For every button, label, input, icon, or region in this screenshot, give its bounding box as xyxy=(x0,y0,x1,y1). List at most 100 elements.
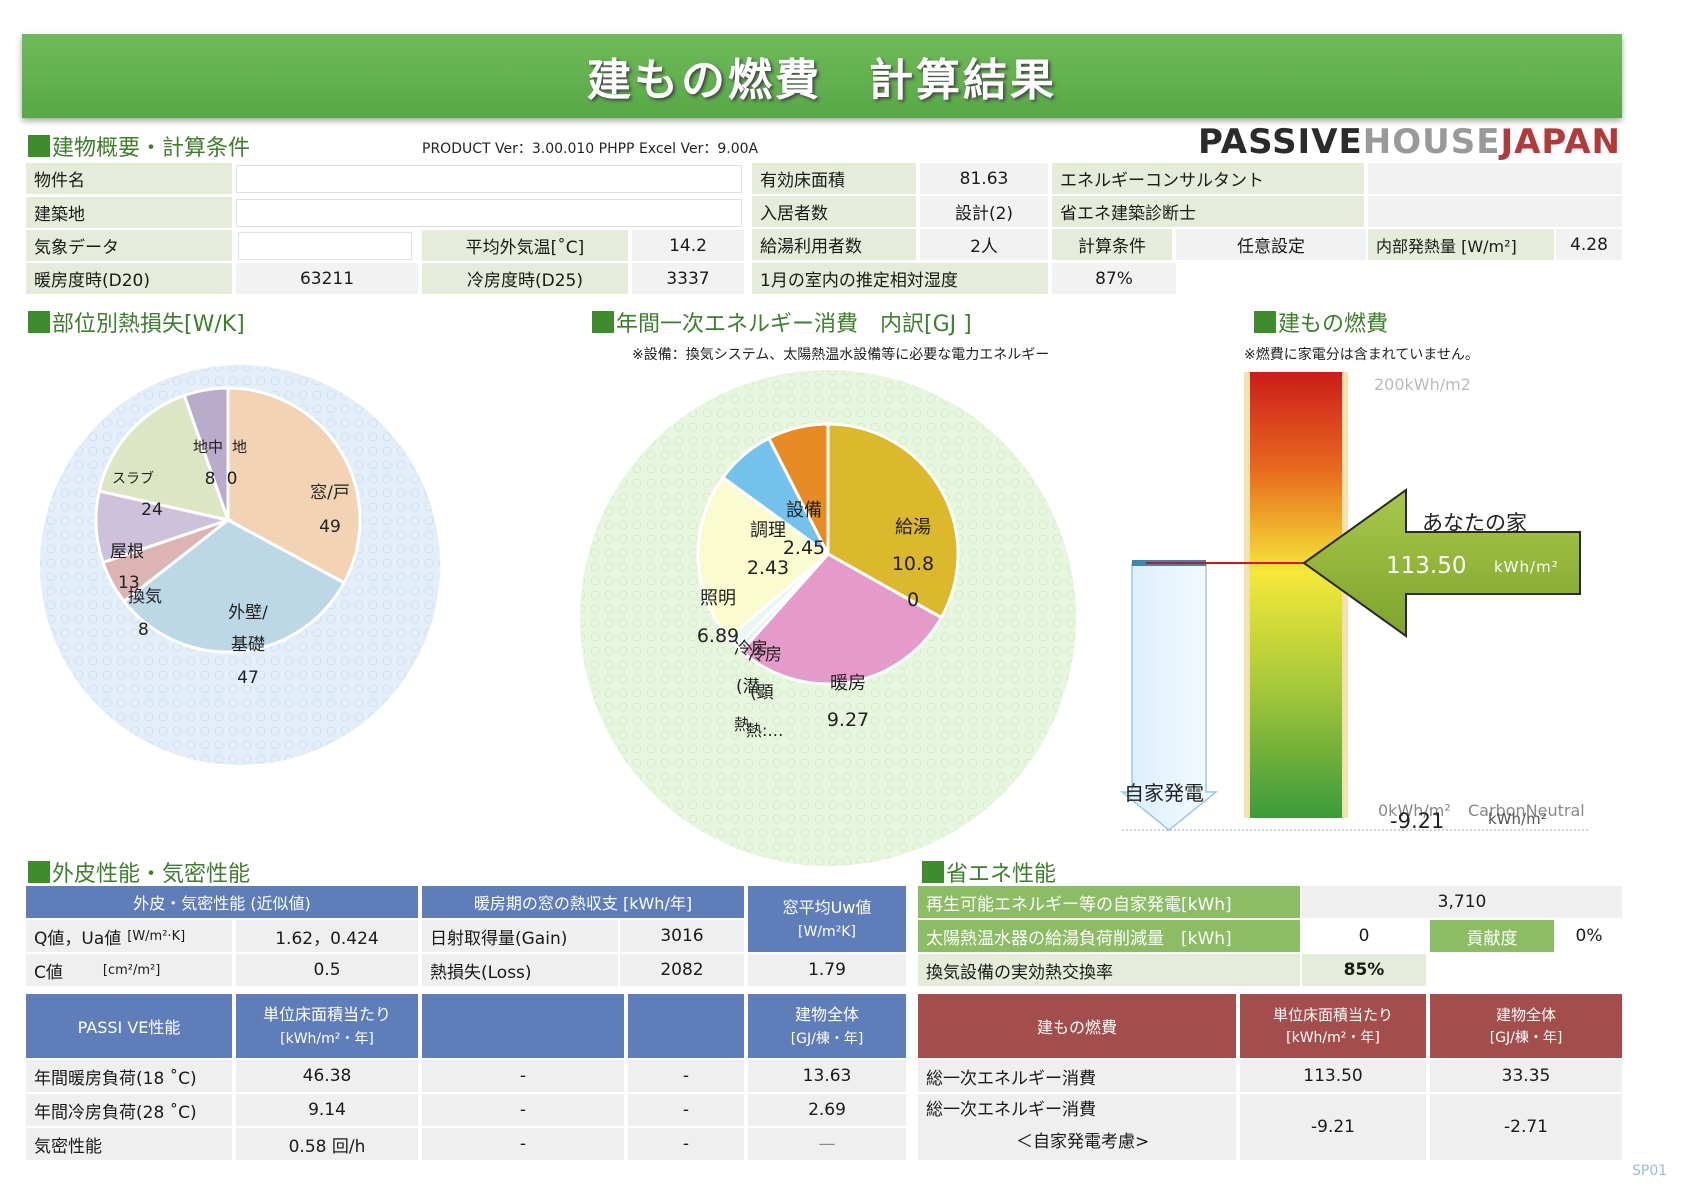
heatloss-label-slab: スラブ xyxy=(112,470,154,487)
fuel-top-label: 200kWh/m2 xyxy=(1374,375,1471,394)
page-code: SP01 xyxy=(1632,1163,1668,1179)
site-value xyxy=(236,199,742,227)
heatloss-label-roof: 屋根 xyxy=(110,542,144,562)
heatloss-pie-slice-1 xyxy=(121,518,347,654)
heating-load-unit: 46.38 xyxy=(236,1060,418,1092)
climate-label: 気象データ xyxy=(26,230,232,261)
passive-header: PASSI VE性能 xyxy=(26,994,232,1058)
heatloss-pie-slice-4 xyxy=(97,393,231,523)
energy-value-equipment: 2.45 xyxy=(783,537,825,559)
solar-water-label: 太陽熱温水器の給湯負荷削減量 [kWh] xyxy=(918,920,1300,952)
cooling-load-unit: 9.14 xyxy=(236,1094,418,1126)
hdd-value: 63211 xyxy=(236,263,418,294)
avg-temp-value: 14.2 xyxy=(632,230,744,261)
fuel-unit-header: 単位床面積当たり [kWh/m²・年] xyxy=(1240,994,1426,1058)
diagnostician-value xyxy=(1368,196,1622,227)
q-value-unit: [W/m²·K] xyxy=(127,928,186,944)
passive-unit-header-line1: 単位床面積当たり xyxy=(262,1005,391,1024)
envelope-heading: 外皮性能・気密性能 xyxy=(28,856,250,888)
energy-value-lighting: 6.89 xyxy=(697,625,739,647)
passive-total-header-line2: [GJ/棟・年] xyxy=(790,1030,864,1047)
energy-pie-slice-1 xyxy=(739,552,944,686)
passive-total-header: 建物全体 [GJ/棟・年] xyxy=(748,994,906,1058)
property-value xyxy=(236,165,742,193)
your-house-unit: kWh/m² xyxy=(1494,558,1559,576)
fuel-note: ※燃費に家電分は含まれていません。 xyxy=(1244,347,1479,363)
energy-label-heat-1: 熱 xyxy=(734,715,750,734)
fuel-total-header-line1: 建物全体 xyxy=(1495,1005,1556,1024)
heatloss-value-window: 49 xyxy=(319,517,341,537)
cdd-label: 冷房度時(D25) xyxy=(422,263,628,294)
energy-pie-slices xyxy=(696,422,960,686)
passive-unit-header-line2: [kWh/m²・年] xyxy=(280,1030,374,1047)
fuel-heading: 建もの燃費 xyxy=(1254,306,1388,338)
fuel-bar-graphic: 200kWh/m2 あなたの家 113.50 kWh/m² 自家発電 0kWh/… xyxy=(1119,372,1590,833)
heatloss-value-wall: 47 xyxy=(237,668,259,688)
your-house-arrow xyxy=(1302,488,1581,638)
uw-header-line2: [W/m²K] xyxy=(798,923,856,940)
calc-condition-label: 計算条件 xyxy=(1052,229,1172,260)
heatloss-value-vent: 8 xyxy=(138,620,149,640)
passive-blank-header-2 xyxy=(628,994,744,1058)
heat-loss-label: 熱損失(Loss) xyxy=(422,954,618,986)
q-value: 1.62，0.424 xyxy=(236,920,418,952)
heatloss-label-wall-1: 外壁/ xyxy=(228,603,268,623)
energy-note: ※設備：換気システム、太陽熱温水設備等に必要な電力エネルギー xyxy=(632,347,1050,363)
uw-value: 1.79 xyxy=(748,954,906,986)
energy-label-heat-2: 熱:… xyxy=(746,721,783,740)
cooling-load-col3: - xyxy=(422,1094,624,1126)
airtightness-label: 気密性能 xyxy=(26,1128,232,1160)
heatloss-value-slab: 24 xyxy=(141,500,163,520)
cooling-load-total: 2.69 xyxy=(748,1094,906,1126)
self-generation-arrow xyxy=(1119,563,1219,831)
ventilation-value: 85% xyxy=(1302,954,1426,986)
passive-blank-header-1 xyxy=(422,994,624,1058)
q-value-label: Q値，Ua値 xyxy=(34,928,122,949)
ventilation-label: 換気設備の実効熱交換率 xyxy=(918,954,1300,986)
energy-heading: 年間一次エネルギー消費 内訳[GJ ] xyxy=(592,306,972,338)
occupants-value: 設計(2) xyxy=(920,196,1048,227)
fuel-heading-text: 建もの燃費 xyxy=(1278,312,1389,337)
contribution-value: 0% xyxy=(1575,926,1603,946)
cooling-load-label: 年間冷房負荷(28 ˚C) xyxy=(26,1094,232,1126)
energy-value-heating: 9.27 xyxy=(827,709,869,731)
floor-area-value: 81.63 xyxy=(920,163,1048,194)
energy-label-cooking: 調理 xyxy=(750,520,786,541)
energy-label-lighting: 照明 xyxy=(700,588,736,609)
renewable-value: 3,710 xyxy=(1302,886,1622,918)
passive-house-japan-logo: PASSIVEHOUSEJAPAN xyxy=(1198,122,1621,162)
self-generation-unit: kWh/m² xyxy=(1488,810,1547,828)
hotwater-users-label: 給湯利用者数 xyxy=(752,229,916,260)
heatloss-value-ground-extra: 0 xyxy=(227,469,238,489)
net-primary-energy-total: -2.71 xyxy=(1430,1094,1622,1160)
hotwater-users-value: 2人 xyxy=(920,229,1048,260)
cdd-value: 3337 xyxy=(632,263,744,294)
heating-load-col4: - xyxy=(628,1060,744,1092)
calc-condition-value: 任意設定 xyxy=(1176,229,1366,260)
solar-gain-label: 日射取得量(Gain) xyxy=(422,920,618,952)
overview-heading-text: 建物概要・計算条件 xyxy=(52,136,251,161)
your-house-value: 113.50 xyxy=(1386,553,1466,579)
heatloss-heading: 部位別熱損失[W/K] xyxy=(28,306,245,338)
consultant-value xyxy=(1368,163,1622,194)
humidity-value: 87% xyxy=(1052,263,1176,294)
heatloss-value-roof: 13 xyxy=(118,573,140,593)
fuel-total-header-line2: [GJ/棟・年] xyxy=(1489,1029,1563,1046)
energy-label-equipment: 設備 xyxy=(786,500,822,521)
heat-loss-value: 2082 xyxy=(620,954,744,986)
heatloss-pie-slice-5 xyxy=(182,386,230,521)
heatloss-label-window: 窓/戸 xyxy=(310,483,350,503)
solar-water-value: 0 xyxy=(1358,926,1370,946)
energy-pie-slice-0 xyxy=(826,422,960,620)
section-marker xyxy=(28,311,50,333)
diagnostician-label: 省エネ建築診断士 xyxy=(1052,196,1364,227)
saving-heading: 省エネ性能 xyxy=(922,856,1056,888)
heatloss-label-wall-2: 基礎 xyxy=(231,635,265,655)
section-marker xyxy=(28,861,50,883)
energy-pie-chart: 給湯 10.8 0 暖房 9.27 照明 6.89 調理 2.43 設備 2.4… xyxy=(580,370,1076,866)
overview-heading: 建物概要・計算条件 xyxy=(28,130,250,162)
zero-label: 0kWh/m² xyxy=(1378,801,1451,820)
energy-label-heating: 暖房 xyxy=(830,673,866,694)
airtightness-value: 0.58 回/h xyxy=(236,1128,418,1160)
total-primary-energy-unit: 113.50 xyxy=(1240,1060,1426,1092)
